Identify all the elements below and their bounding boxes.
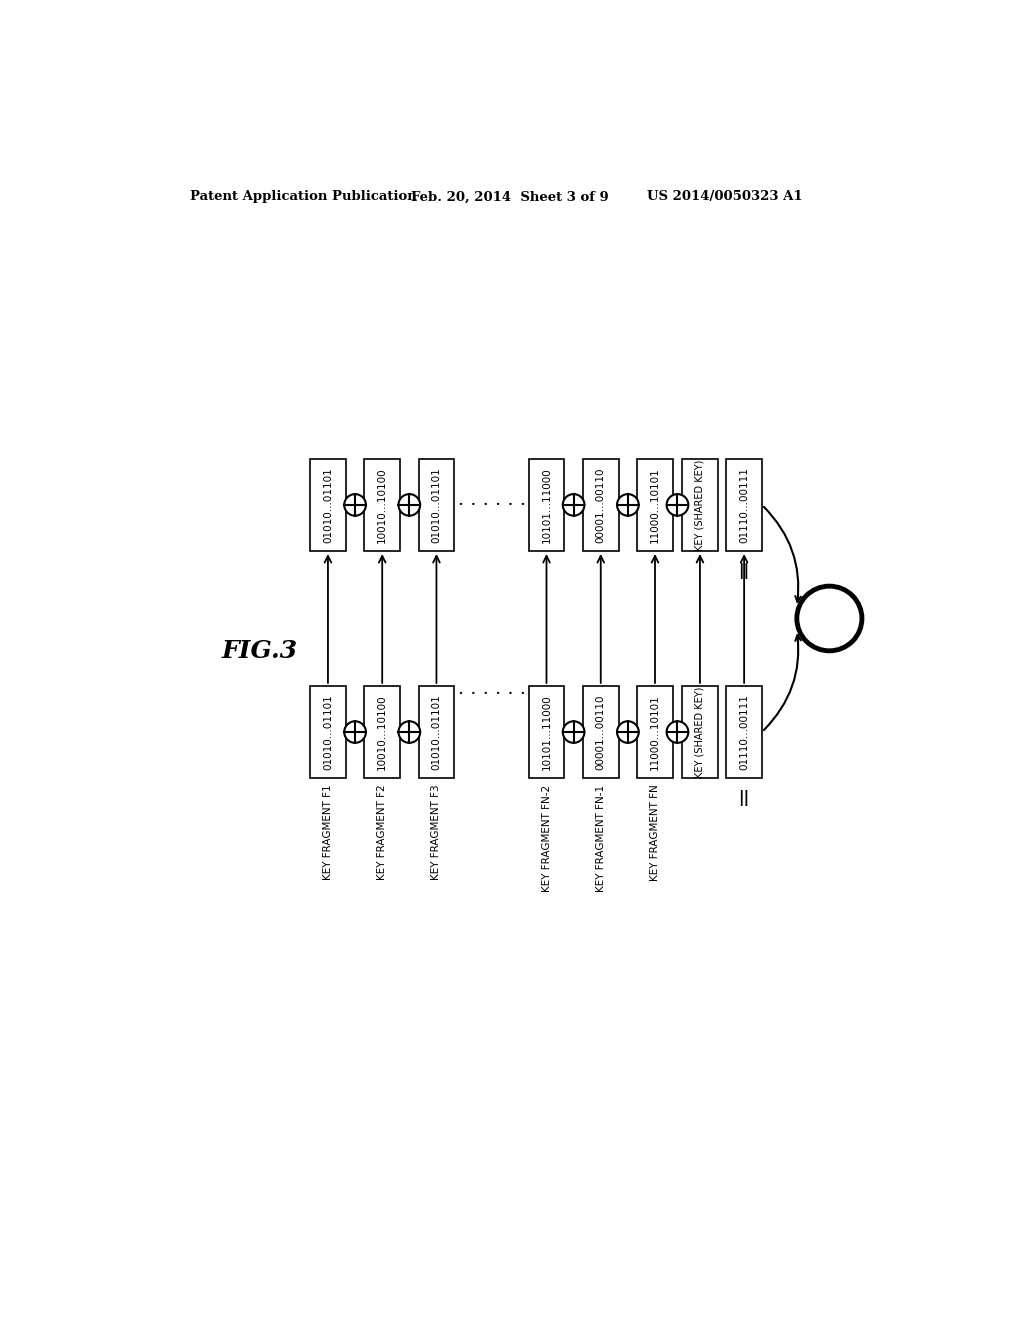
Text: 01010...01101: 01010...01101 <box>431 467 441 543</box>
Bar <box>310 686 346 779</box>
Text: KEY FRAGMENT F3: KEY FRAGMENT F3 <box>431 784 441 880</box>
Text: US 2014/0050323 A1: US 2014/0050323 A1 <box>647 190 803 203</box>
Circle shape <box>344 721 366 743</box>
Text: 10101...11000: 10101...11000 <box>542 467 552 543</box>
Text: 10101...11000: 10101...11000 <box>542 694 552 770</box>
Bar <box>637 686 673 779</box>
Bar <box>726 459 762 552</box>
Bar <box>528 686 564 779</box>
Text: 10010...10100: 10010...10100 <box>377 694 387 770</box>
Circle shape <box>344 494 366 516</box>
Bar <box>310 459 346 552</box>
Text: ||: || <box>738 562 750 578</box>
Text: · · · · · ·: · · · · · · <box>459 496 526 513</box>
Text: KEY (SHARED KEY): KEY (SHARED KEY) <box>695 686 705 777</box>
Circle shape <box>667 494 688 516</box>
Text: KEY (SHARED KEY): KEY (SHARED KEY) <box>695 459 705 550</box>
Bar <box>419 686 455 779</box>
Text: 01110...00111: 01110...00111 <box>739 694 750 770</box>
Text: FIG.3: FIG.3 <box>221 639 298 663</box>
Circle shape <box>563 494 585 516</box>
Bar <box>419 459 455 552</box>
Circle shape <box>617 721 639 743</box>
Text: 00001...00110: 00001...00110 <box>596 467 606 543</box>
Text: Feb. 20, 2014  Sheet 3 of 9: Feb. 20, 2014 Sheet 3 of 9 <box>411 190 608 203</box>
Circle shape <box>563 721 585 743</box>
Text: 00001...00110: 00001...00110 <box>596 694 606 770</box>
Text: KEY FRAGMENT FN-1: KEY FRAGMENT FN-1 <box>596 784 606 891</box>
Text: KEY FRAGMENT FN-2: KEY FRAGMENT FN-2 <box>542 784 552 891</box>
Text: KEY FRAGMENT F2: KEY FRAGMENT F2 <box>377 784 387 880</box>
Bar <box>682 459 718 552</box>
Text: · · · · · ·: · · · · · · <box>459 685 526 702</box>
Text: 11000...10101: 11000...10101 <box>650 467 660 543</box>
Circle shape <box>797 586 862 651</box>
Text: ||: || <box>738 789 750 805</box>
Bar <box>682 686 718 779</box>
Bar <box>583 686 618 779</box>
Text: KEY FRAGMENT F1: KEY FRAGMENT F1 <box>323 784 333 880</box>
Circle shape <box>667 721 688 743</box>
Bar <box>583 459 618 552</box>
Circle shape <box>398 721 420 743</box>
Text: 01010...01101: 01010...01101 <box>323 467 333 543</box>
Bar <box>637 459 673 552</box>
Text: 01010...01101: 01010...01101 <box>323 694 333 770</box>
Text: 11000...10101: 11000...10101 <box>650 694 660 770</box>
Bar <box>365 459 400 552</box>
Circle shape <box>617 494 639 516</box>
Text: Patent Application Publication: Patent Application Publication <box>190 190 417 203</box>
Text: 01110...00111: 01110...00111 <box>739 467 750 543</box>
Bar <box>365 686 400 779</box>
Text: 10010...10100: 10010...10100 <box>377 467 387 543</box>
Bar <box>726 686 762 779</box>
Circle shape <box>398 494 420 516</box>
Bar <box>528 459 564 552</box>
Text: 01010...01101: 01010...01101 <box>431 694 441 770</box>
Text: KEY FRAGMENT FN: KEY FRAGMENT FN <box>650 784 660 882</box>
